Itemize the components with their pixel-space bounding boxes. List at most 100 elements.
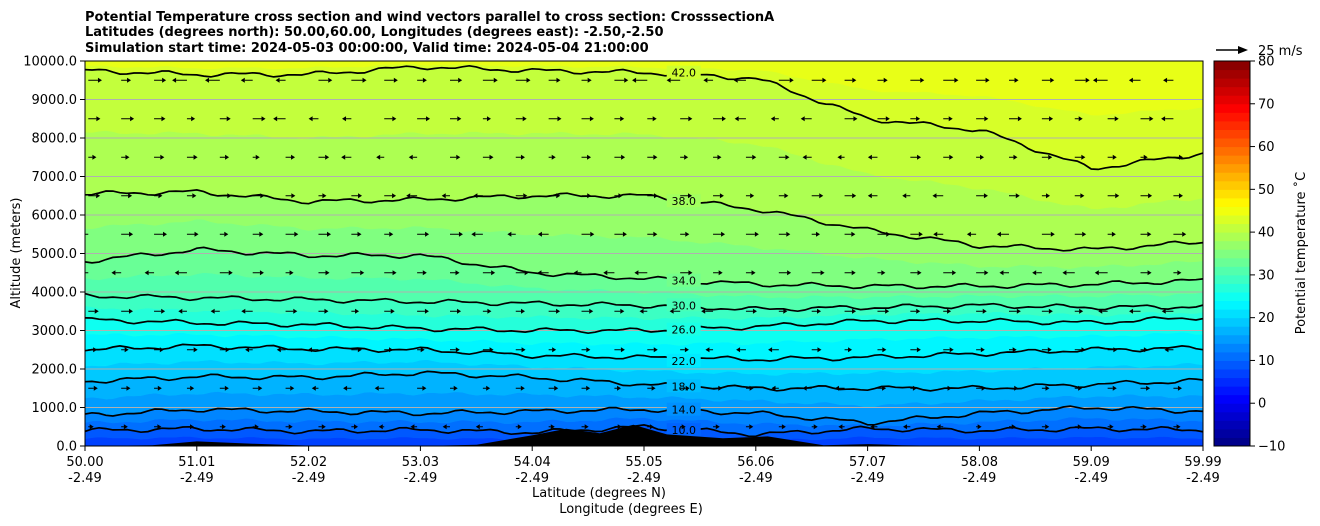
wind-vector-head [917, 154, 922, 160]
wind-vector-head [455, 270, 460, 276]
x-tick-label-lon: -2.49 [739, 471, 773, 486]
wind-vector-head [684, 154, 689, 160]
wind-vector-head [1182, 231, 1187, 237]
wind-vector-head [161, 116, 166, 122]
wind-vector-head [1094, 270, 1099, 276]
wind-vector-head [178, 308, 183, 314]
wind-vector-head [885, 308, 890, 314]
x-tick-label-lon: -2.49 [68, 471, 102, 486]
wind-vector-head [159, 347, 164, 353]
wind-vector-head [784, 193, 789, 199]
wind-vector-head [1048, 308, 1053, 314]
wind-vector-head [357, 231, 362, 237]
colorbar-segment [1214, 394, 1250, 404]
wind-vector-head [1115, 193, 1120, 199]
contour-label-gap [666, 65, 701, 79]
wind-vector-head [526, 77, 531, 83]
wind-vector-head [587, 193, 592, 199]
wind-vector-head [1078, 116, 1083, 122]
colorbar-segment [1214, 326, 1250, 336]
wind-vector-head [852, 193, 857, 199]
wind-vector-head [1085, 77, 1090, 83]
contour-label: 18.0 [671, 380, 696, 393]
contour-label: 22.0 [671, 355, 696, 368]
wind-vector-head [228, 270, 233, 276]
wind-vector-head [1078, 385, 1083, 391]
wind-vector-head [654, 193, 659, 199]
wind-vector-head [420, 347, 425, 353]
wind-vector-head [1032, 270, 1037, 276]
wind-vector-head [1147, 231, 1152, 237]
wind-vector-head [157, 385, 162, 391]
wind-vector-head [374, 385, 379, 391]
wind-vector-head [192, 193, 197, 199]
colorbar-segment [1214, 61, 1250, 71]
wind-vector-head [947, 308, 952, 314]
wind-vector-head [718, 385, 723, 391]
wind-vector-head [552, 347, 557, 353]
wind-vector-head [158, 193, 163, 199]
wind-vector-head [620, 116, 625, 122]
wind-vector-head [79, 232, 83, 237]
x-tick-label-lon: -2.49 [180, 471, 214, 486]
colorbar-segment [1214, 155, 1250, 165]
y-tick-label: 1000.0 [32, 401, 78, 416]
colorbar-segment [1214, 300, 1250, 310]
orography [85, 424, 1203, 446]
wind-vector-head [802, 154, 807, 160]
wind-vector-head [392, 116, 397, 122]
wind-vector-head [393, 77, 398, 83]
wind-vector-head [982, 308, 987, 314]
wind-vector-head [916, 308, 921, 314]
wind-vector-head [632, 77, 637, 83]
wind-vector-head [749, 424, 754, 430]
temperature-band [85, 61, 1203, 116]
wind-vector-head [144, 270, 149, 276]
wind-vector-head [76, 270, 80, 275]
wind-vector-head [1012, 347, 1017, 353]
wind-vector-head [1045, 385, 1050, 391]
colorbar-segment [1214, 86, 1250, 96]
wind-vector-head [984, 116, 989, 122]
wind-vector-head [752, 308, 757, 314]
wind-vector-head [324, 308, 329, 314]
wind-vector-head [1146, 385, 1151, 391]
wind-vector-head [817, 347, 822, 353]
y-tick-label: 4000.0 [32, 286, 78, 301]
wind-vector-head [489, 347, 494, 353]
wind-vector-head [771, 385, 776, 391]
wind-vector-head [551, 154, 556, 160]
wind-vector-head [128, 193, 133, 199]
wind-vector-head [948, 116, 953, 122]
wind-vector-head [1128, 77, 1133, 83]
wind-vector-head [1112, 154, 1117, 160]
wind-vector-head [819, 193, 824, 199]
colorbar-segment [1214, 120, 1250, 130]
wind-vector-head [573, 270, 578, 276]
wind-vector-head [688, 270, 693, 276]
wind-vector-head [325, 270, 330, 276]
wind-vector-head [458, 231, 463, 237]
wind-vector-head [852, 77, 857, 83]
wind-vector-head [816, 231, 821, 237]
wind-vector-head [752, 154, 757, 160]
colorbar-segment [1214, 309, 1250, 319]
wind-vector-head [590, 231, 595, 237]
wind-vector-head [260, 193, 265, 199]
wind-vector-head [802, 385, 807, 391]
wind-vector-head [353, 424, 358, 430]
wind-vector-head [343, 385, 348, 391]
x-tick-label-lat: 54.04 [514, 455, 551, 470]
colorbar-segment [1214, 369, 1250, 379]
colorbar-segment [1214, 240, 1250, 250]
colorbar-segment [1214, 249, 1250, 259]
wind-vector-head [210, 308, 215, 314]
wind-vector-head [172, 77, 177, 83]
wind-vector-head [376, 154, 381, 160]
wind-vector-head [124, 347, 129, 353]
wind-vector-head [853, 116, 858, 122]
wind-vector-head [883, 77, 888, 83]
wind-vector-head [224, 385, 229, 391]
wind-vector-head [537, 270, 542, 276]
contour-label: 14.0 [671, 404, 696, 417]
